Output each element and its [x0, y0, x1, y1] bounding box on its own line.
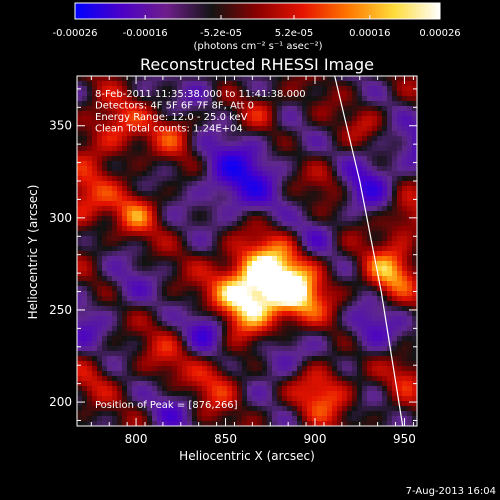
y-tick-label: 350	[49, 119, 72, 133]
generation-date: 7-Aug-2013 16:04	[406, 486, 496, 497]
annotation-line: 8-Feb-2011 11:35:38.000 to 11:41:38.000	[95, 89, 306, 100]
x-tick-label: 950	[393, 432, 416, 446]
x-tick-label: 850	[214, 432, 237, 446]
x-tick-label: 900	[304, 432, 327, 446]
colorbar-tick-label: -0.00026	[53, 28, 98, 39]
annotation-line: Clean Total counts: 1.24E+04	[95, 124, 243, 135]
colorbar-tick-label: -0.00016	[123, 28, 168, 39]
axis-ticks: 800 850 900 950 200 250 300 350	[49, 76, 417, 446]
x-tick-label: 800	[125, 432, 148, 446]
observation-annotations: 8-Feb-2011 11:35:38.000 to 11:41:38.000D…	[95, 89, 306, 135]
y-axis-label: Heliocentric Y (arcsec)	[26, 185, 40, 320]
plot-frame	[76, 75, 418, 427]
colorbar-tick-label: -5.2e-05	[200, 28, 242, 39]
colorbar-tick-label: 5.2e-05	[275, 28, 313, 39]
y-tick-label: 200	[49, 395, 72, 409]
colorbar	[74, 2, 441, 20]
peak-position-label: Position of Peak = [876,266]	[95, 400, 238, 411]
colorbar-ticks: -0.00026 -0.00016 -5.2e-05 5.2e-05 0.00016 0.…	[53, 15, 461, 39]
heatmap	[77, 76, 417, 426]
colorbar-tick-label: 0.00016	[349, 28, 390, 39]
y-tick-label: 250	[49, 303, 72, 317]
y-tick-label: 300	[49, 211, 72, 225]
x-axis-label: Heliocentric X (arcsec)	[179, 449, 315, 463]
solar-limb-curve	[334, 76, 404, 426]
chart-title: Reconstructed RHESSI Image	[140, 55, 374, 74]
colorbar-tick-label: 0.00026	[419, 28, 460, 39]
annotation-line: Detectors: 4F 5F 6F 7F 8F, Att 0	[95, 101, 254, 112]
annotation-line: Energy Range: 12.0 - 25.0 keV	[95, 112, 248, 123]
colorbar-units-label: (photons cm⁻² s⁻¹ asec⁻²)	[193, 41, 322, 52]
